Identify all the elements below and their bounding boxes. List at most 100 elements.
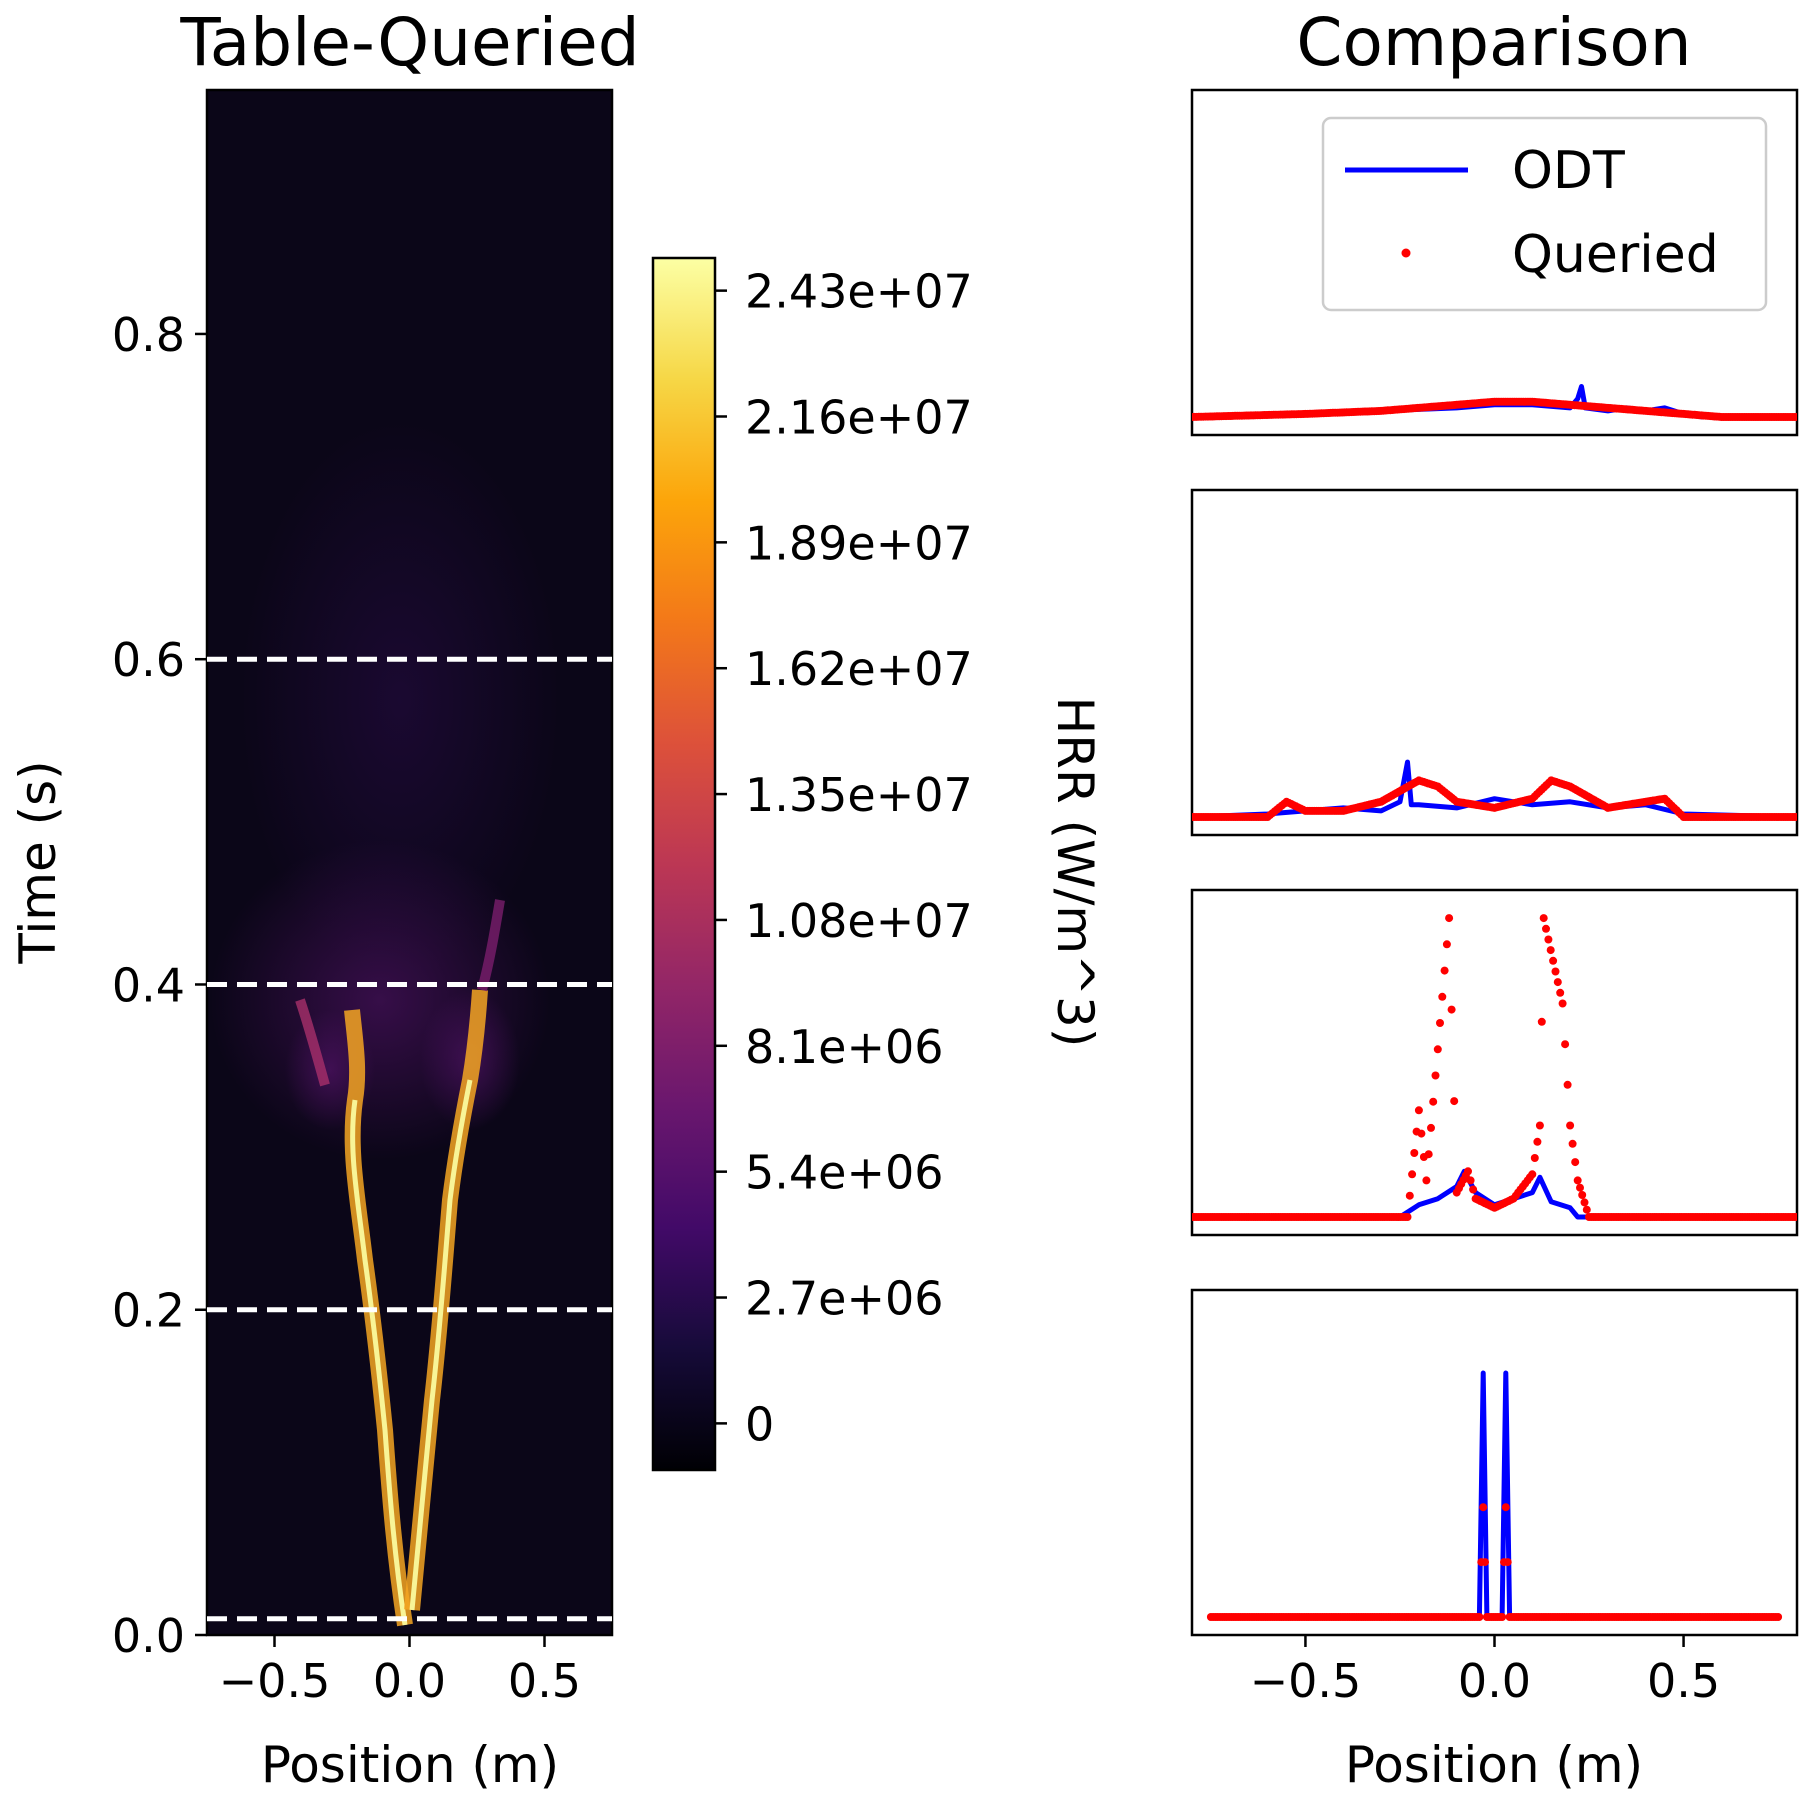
series-queried-point [1539, 914, 1548, 923]
colorbar-tick-label: 2.43e+07 [745, 265, 973, 319]
heatmap-y-tick-label: 0.2 [112, 1284, 185, 1338]
series-queried-point [1479, 1503, 1488, 1512]
flame-branch-right-core [409, 1079, 473, 1611]
series-queried-point [1469, 1185, 1478, 1194]
series-queried-point [1414, 1106, 1423, 1115]
series-queried-point [1498, 1613, 1507, 1621]
series-queried-point [1563, 1080, 1572, 1089]
series-queried-point [1438, 992, 1447, 1001]
series-queried-point [1542, 924, 1550, 933]
series-queried-point [1436, 1019, 1444, 1027]
legend-queried-label: Queried [1512, 225, 1719, 285]
comparison-x-tick-label: −0.5 [1250, 1654, 1362, 1708]
series-queried-point [1427, 1123, 1435, 1132]
series-queried-point [1568, 1139, 1577, 1148]
series-queried-point [1558, 999, 1567, 1008]
comparison-title: Comparison [1296, 4, 1691, 81]
colorbar-tick-label: 5.4e+06 [745, 1146, 944, 1200]
heatmap-xlabel: Position (m) [261, 1736, 559, 1794]
colorbar-tick-label: 1.89e+07 [745, 516, 973, 570]
series-queried-point [1408, 1170, 1417, 1179]
colorbar-tick-label: 1.08e+07 [745, 894, 973, 948]
heatmap-x-tick-label: 0.5 [508, 1654, 581, 1708]
series-queried-point [1537, 1017, 1546, 1026]
heatmap-y-ticks: 0.0 0.2 0.4 0.6 0.8 [112, 308, 207, 1663]
series-queried-point [1573, 1176, 1582, 1185]
series-queried-point [1793, 813, 1797, 821]
series-queried-point [1533, 1137, 1542, 1146]
series-queried-point [1793, 413, 1797, 421]
series-queried-point [1576, 1183, 1584, 1192]
comparison-panel-frame [1190, 888, 1799, 1237]
legend-queried-swatch [1401, 248, 1411, 258]
series-queried-point [1553, 978, 1562, 987]
series-queried-point [1422, 1176, 1431, 1185]
comparison-panel [1190, 888, 1799, 1237]
series-queried-point [1571, 1158, 1580, 1167]
heatmap-panel: −0.5 0.0 0.5 0.0 0.2 0.4 0.6 0.8 Table-Queried… [9, 4, 640, 1794]
series-queried-point [1450, 1097, 1459, 1106]
colorbar-tick-label: 1.35e+07 [745, 768, 973, 822]
series-queried-point [1551, 967, 1560, 976]
colorbar: 0 2.7e+06 5.4e+06 8.1e+06 1.08e+07 1.35e+07 1.… [651, 256, 1104, 1472]
comparison-panel [1190, 1288, 1799, 1637]
series-queried-point [1424, 1150, 1433, 1159]
series-queried-point [1546, 946, 1555, 955]
comparison-panel-frame [1190, 488, 1799, 837]
series-queried-point [1566, 1121, 1575, 1130]
series-queried-point [1530, 1154, 1539, 1162]
series-queried-point [1464, 1167, 1472, 1176]
series-queried-point [1445, 914, 1454, 923]
flame-branch-left-core [350, 1099, 408, 1626]
heatmap-field [210, 420, 560, 1627]
colorbar-gradient [651, 256, 717, 1472]
legend-odt-label: ODT [1512, 141, 1625, 201]
series-queried-point [1447, 1005, 1456, 1014]
series-queried-point [1405, 1191, 1414, 1200]
colorbar-tick-label: 8.1e+06 [745, 1020, 944, 1074]
series-queried-point [1433, 1045, 1442, 1054]
series-queried-point [1580, 1198, 1589, 1207]
heatmap-x-tick-label: 0.0 [373, 1654, 446, 1708]
heatmap-y-tick-label: 0.6 [112, 633, 185, 687]
legend: ODT Queried [1321, 116, 1768, 312]
series-queried-point [1535, 1121, 1544, 1130]
series-queried-point [1431, 1071, 1440, 1080]
legend-box [1321, 116, 1768, 312]
series-queried-point [1556, 988, 1565, 997]
heatmap-y-tick-label: 0.0 [112, 1609, 185, 1663]
series-queried-point [1528, 1170, 1537, 1179]
series-queried-point [1429, 1097, 1438, 1106]
colorbar-tick-label: 2.16e+07 [745, 390, 973, 444]
series-queried-point [1417, 1129, 1426, 1138]
comparison-x-tick-label: 0.0 [1458, 1654, 1531, 1708]
comparison-panel [1190, 488, 1799, 837]
series-queried-point [1582, 1205, 1591, 1214]
series-queried-point [1442, 940, 1451, 949]
series-queried-point [1549, 956, 1558, 965]
comparison-xlabel: Position (m) [1345, 1736, 1643, 1794]
series-queried-point [1544, 935, 1553, 944]
colorbar-tick-label: 0 [745, 1397, 774, 1451]
series-queried-point [1440, 966, 1449, 975]
colorbar-label: HRR (W/m^3) [1046, 697, 1104, 1048]
series-queried-point [1774, 1613, 1783, 1621]
series-queried-point [1475, 1613, 1484, 1621]
comparison-x-ticks: −0.5 0.0 0.5 [1250, 1635, 1720, 1708]
series-queried-point [1578, 1191, 1587, 1199]
flame-tip-left [295, 998, 330, 1087]
series-queried-point [1410, 1149, 1419, 1157]
heatmap-x-ticks: −0.5 0.0 0.5 [219, 1635, 581, 1708]
colorbar-ticks: 0 2.7e+06 5.4e+06 8.1e+06 1.08e+07 1.35e+07 1.… [715, 265, 973, 1451]
heatmap-title: Table-Queried [179, 4, 639, 81]
heatmap-y-tick-label: 0.8 [112, 308, 185, 362]
comparison-panel-frame [1190, 1288, 1799, 1637]
heatmap-y-tick-label: 0.4 [112, 958, 185, 1012]
colorbar-tick-label: 1.62e+07 [745, 642, 973, 696]
heat-glow [240, 420, 560, 980]
series-queried-point [1793, 1213, 1797, 1221]
series-queried-point [1561, 1040, 1570, 1049]
colorbar-tick-label: 2.7e+06 [745, 1272, 944, 1326]
series-queried-point [1466, 1176, 1475, 1185]
